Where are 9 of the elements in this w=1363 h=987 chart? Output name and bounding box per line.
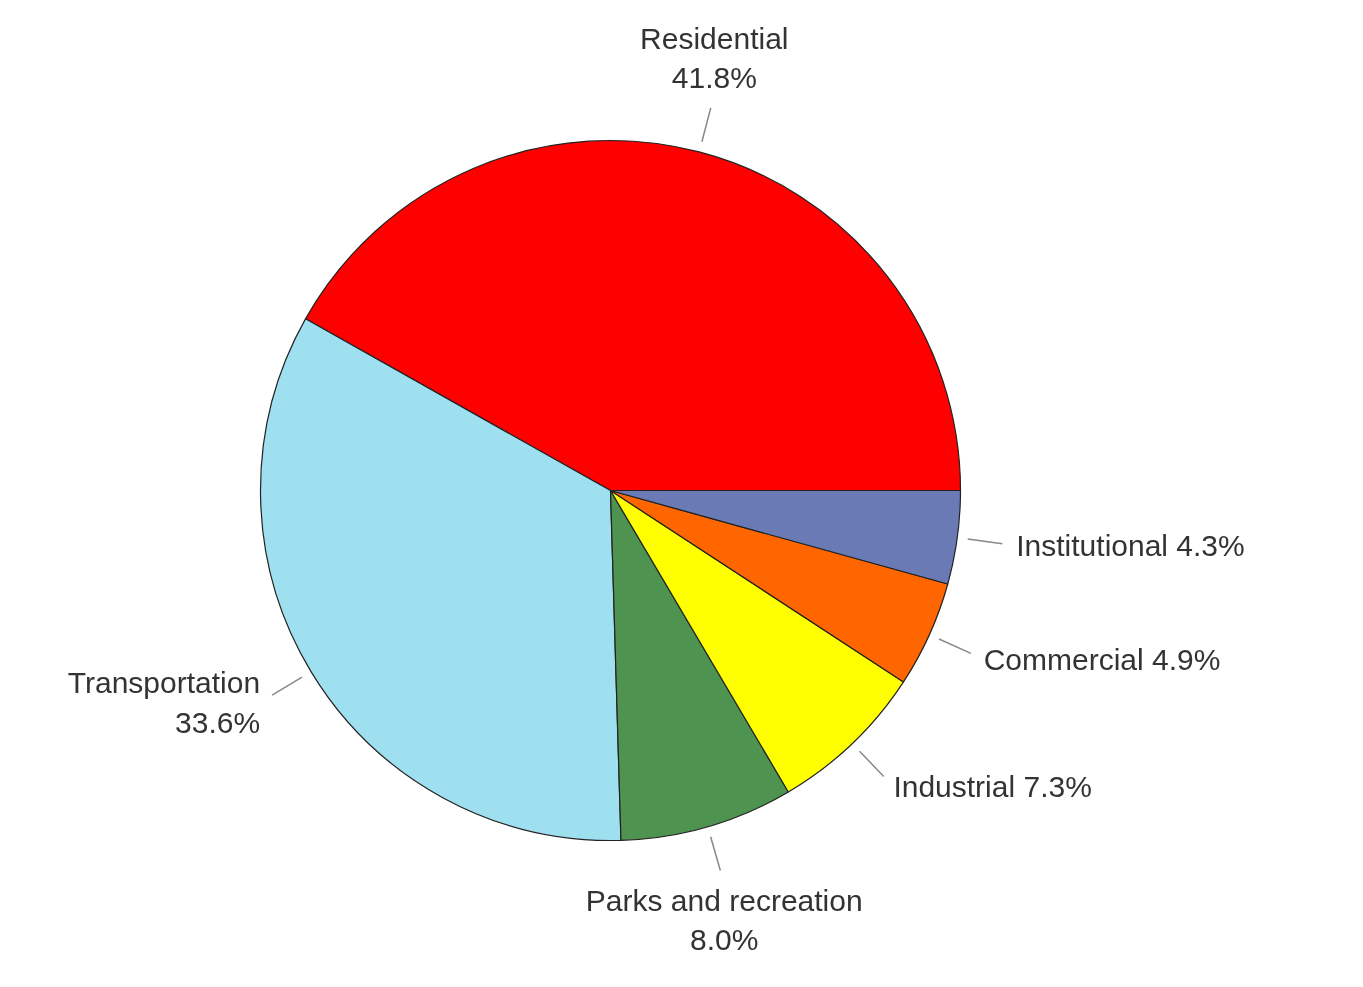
data-label: 41.8% [671, 61, 757, 95]
data-label: 8.0% [690, 923, 759, 957]
slice-label: Transportation [67, 666, 261, 700]
slice-label: Parks and recreation [585, 883, 863, 917]
slice-label: Institutional 4.3% [1016, 529, 1245, 563]
data-label: 33.6% [175, 705, 261, 739]
slice-label: Industrial 7.3% [893, 770, 1092, 804]
slice-label: Commercial 4.9% [983, 642, 1221, 676]
slice-label: Residential [640, 21, 789, 55]
